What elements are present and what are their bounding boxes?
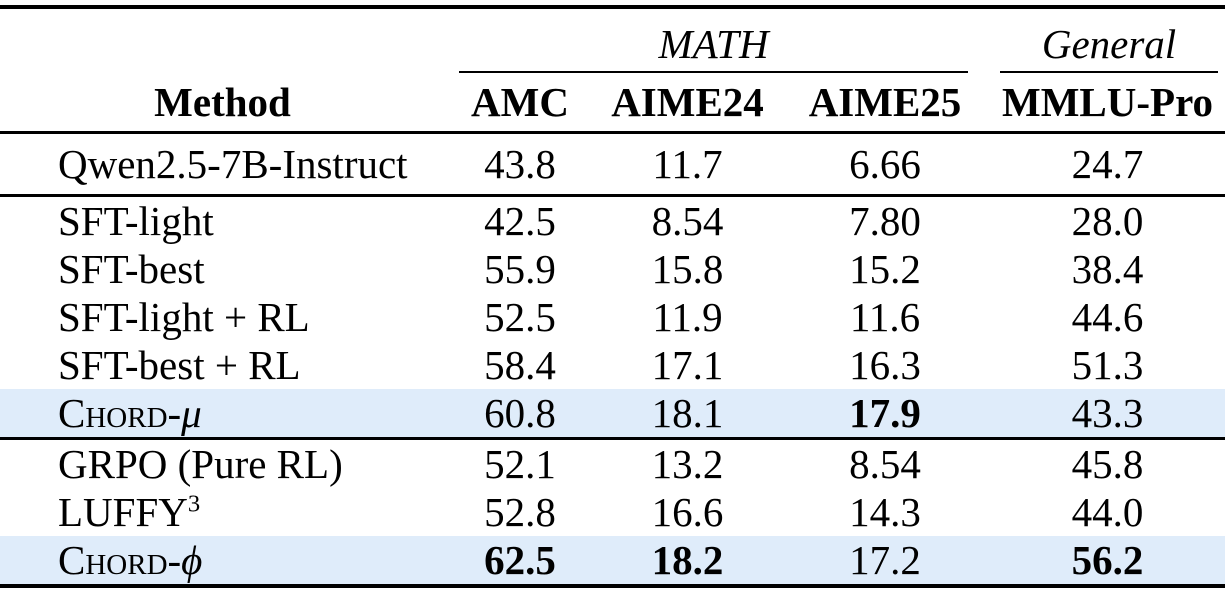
value-cell-amc: 62.5 (484, 537, 556, 583)
value-cell-aime24: 11.9 (652, 294, 723, 340)
method-label: SFT-best + RL (58, 342, 301, 388)
value-cell-mmlu-pro: 45.8 (1071, 441, 1144, 487)
col-header-method: Method (0, 73, 445, 134)
value-cell-aime25: 6.66 (780, 132, 991, 197)
general-group-underline: General (1000, 21, 1219, 73)
value-cell-mmlu-pro: 44.6 (1071, 294, 1144, 340)
value-cell-aime24: 11.7 (595, 132, 780, 197)
row-qwen: Qwen2.5-7B-Instruct 43.8 11.7 6.66 24.7 (0, 132, 1225, 197)
col-header-aime25: AIME25 (780, 73, 991, 134)
value-cell-amc: 52.8 (484, 489, 556, 535)
method-cell: SFT-best (0, 245, 445, 293)
value-cell-mmlu-pro: 56.2 (1071, 537, 1144, 583)
math-group-underline: MATH (459, 21, 969, 73)
value-cell-aime24: 15.8 (651, 246, 724, 292)
value-cell-amc: 42.5 (484, 198, 556, 244)
method-label: SFT-light + RL (58, 294, 310, 340)
value-cell-aime25: 11.6 (849, 294, 921, 340)
value-cell-mmlu-pro: 44.0 (1071, 489, 1144, 535)
method-label: LUFFY (58, 489, 188, 535)
method-label: GRPO (Pure RL) (58, 441, 343, 487)
group-general: General (990, 7, 1225, 73)
group-header-row: MATH General (0, 7, 1225, 73)
method-cell: SFT-best + RL (0, 341, 445, 389)
row-sft-light-rl: SFT-light + RL 52.5 11.9 11.6 44.6 (0, 293, 1225, 341)
method-cell: Chord-ϕ (0, 536, 445, 586)
col-header-aime24: AIME24 (595, 73, 780, 134)
row-sft-best: SFT-best 55.9 15.8 15.2 38.4 (0, 245, 1225, 293)
group-label-general: General (1041, 21, 1177, 67)
group-math: MATH (445, 7, 990, 73)
method-label: SFT-light (58, 198, 214, 244)
value-cell-aime24: 18.1 (595, 389, 780, 440)
value-cell-aime25: 8.54 (849, 441, 921, 487)
row-grpo: GRPO (Pure RL) 52.1 13.2 8.54 45.8 (0, 439, 1225, 489)
value-cell-aime25: 14.3 (849, 489, 921, 535)
value-cell-amc: 52.1 (484, 441, 556, 487)
value-cell-aime25: 15.2 (849, 246, 921, 292)
method-cell: SFT-light (0, 196, 445, 246)
value-cell-aime24: 13.2 (651, 441, 724, 487)
column-header-row: Method AMC AIME24 AIME25 MMLU-Pro (0, 73, 1225, 134)
row-chord-phi: Chord-ϕ 62.5 18.2 17.2 56.2 (0, 536, 1225, 586)
method-superscript: 3 (187, 490, 201, 518)
value-cell-aime24: 18.2 (651, 537, 724, 583)
value-cell-mmlu-pro: 24.7 (990, 132, 1225, 197)
col-header-mmlu-pro: MMLU-Pro (990, 73, 1225, 134)
method-greek-mu: μ (181, 390, 202, 436)
method-cell: Qwen2.5-7B-Instruct (0, 132, 445, 197)
col-header-amc: AMC (445, 73, 595, 134)
group-spacer (0, 7, 445, 73)
method-label: Qwen2.5-7B-Instruct (58, 141, 408, 187)
value-cell-mmlu-pro: 28.0 (1071, 198, 1144, 244)
value-cell-amc: 55.9 (484, 246, 556, 292)
row-sft-light: SFT-light 42.5 8.54 7.80 28.0 (0, 196, 1225, 246)
method-greek-phi: ϕ (181, 537, 203, 583)
group-label-math: MATH (658, 21, 769, 67)
row-chord-mu: Chord-μ 60.8 18.1 17.9 43.3 (0, 389, 1225, 440)
method-smallcaps: Chord- (58, 537, 182, 583)
method-cell: GRPO (Pure RL) (0, 439, 445, 489)
value-cell-amc: 60.8 (445, 389, 595, 440)
value-cell-amc: 43.8 (445, 132, 595, 197)
value-cell-amc: 52.5 (484, 294, 556, 340)
value-cell-aime25: 17.2 (849, 537, 921, 583)
value-cell-aime25: 17.9 (780, 389, 991, 440)
method-smallcaps: Chord- (58, 390, 182, 436)
results-table: MATH General Method AMC AIME24 AIME25 MM… (0, 5, 1225, 588)
value-cell-aime25: 7.80 (849, 198, 921, 244)
value-cell-mmlu-pro: 38.4 (1071, 246, 1144, 292)
value-cell-aime24: 16.6 (651, 489, 724, 535)
value-cell-mmlu-pro: 43.3 (990, 389, 1225, 440)
method-cell: Chord-μ (0, 389, 445, 440)
method-cell: LUFFY3 (0, 488, 445, 536)
value-cell-aime24: 8.54 (651, 198, 724, 244)
row-sft-best-rl: SFT-best + RL 58.4 17.1 16.3 51.3 (0, 341, 1225, 389)
value-cell-mmlu-pro: 51.3 (1071, 342, 1144, 388)
value-cell-amc: 58.4 (484, 342, 556, 388)
method-label: SFT-best (58, 246, 205, 292)
value-cell-aime24: 17.1 (651, 342, 724, 388)
method-cell: SFT-light + RL (0, 293, 445, 341)
value-cell-aime25: 16.3 (849, 342, 921, 388)
row-luffy: LUFFY3 52.8 16.6 14.3 44.0 (0, 488, 1225, 536)
